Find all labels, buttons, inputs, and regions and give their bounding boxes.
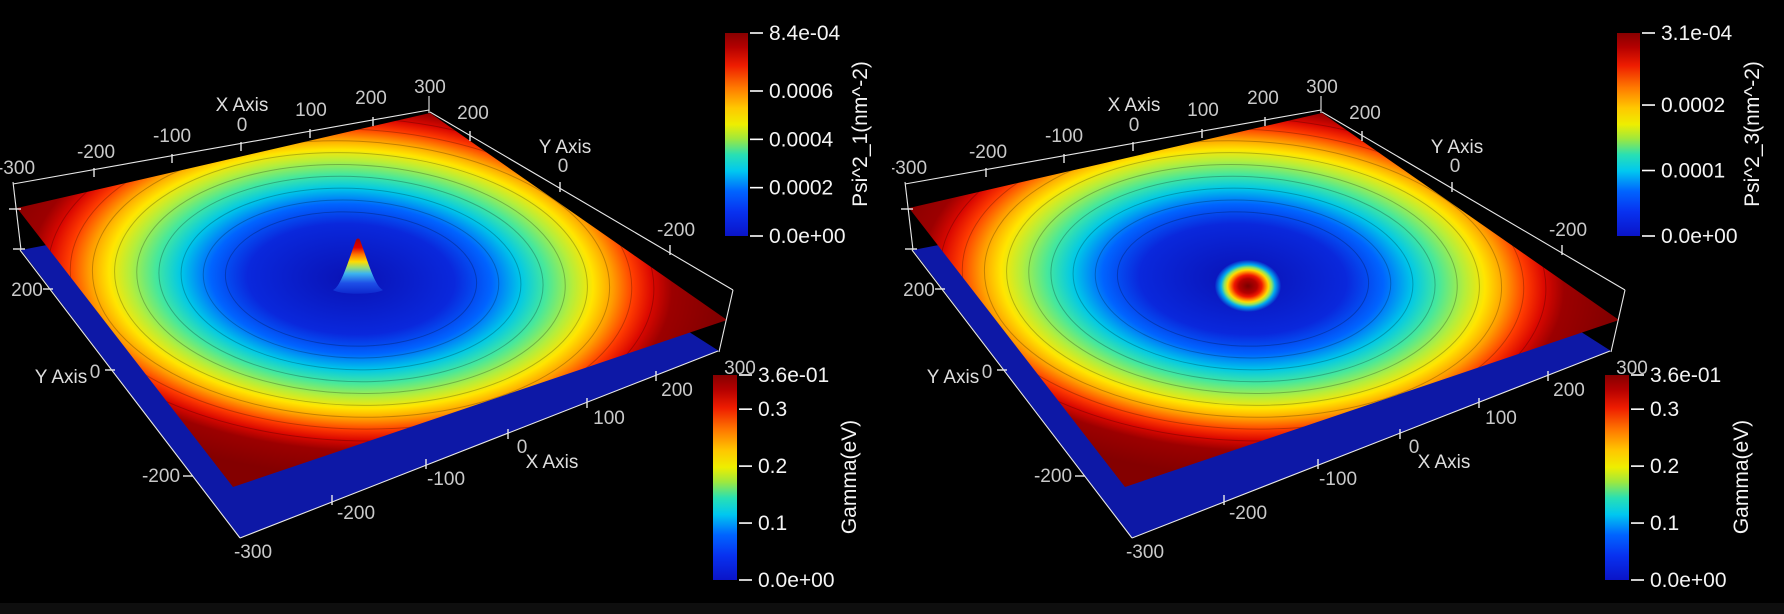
axis-tick-label: 0 bbox=[90, 362, 101, 383]
axis-tick-label: -200 bbox=[337, 503, 375, 524]
axis-tick-label: 200 bbox=[1553, 380, 1585, 401]
center-peak bbox=[333, 238, 383, 294]
axis-tick-label: -200 bbox=[77, 142, 115, 163]
window-edge bbox=[0, 603, 1784, 614]
colorbar-psi-title: Psi^2_1(nm^-2) bbox=[849, 61, 872, 207]
axis-tick-label: -100 bbox=[427, 469, 465, 490]
colorbar-gamma-ticks: 3.6e-01 0.3 0.2 0.1 0.0e+00 bbox=[1631, 364, 1727, 592]
axis-tick-label: 0 bbox=[1129, 115, 1140, 136]
colorbar-gamma-gradient[interactable] bbox=[713, 375, 737, 580]
colorbar-tick-label: 0.0e+00 bbox=[758, 569, 835, 592]
x-axis-title-top: X Axis bbox=[1108, 95, 1161, 116]
axis-tick-label: 200 bbox=[355, 88, 387, 109]
axis-tick-label: 300 bbox=[414, 77, 446, 98]
colorbar-psi-gradient[interactable] bbox=[1617, 33, 1640, 236]
colorbar-gamma-title: Gamma(eV) bbox=[838, 420, 861, 534]
axis-tick-label: 100 bbox=[1187, 100, 1219, 121]
axis-tick-label: -100 bbox=[153, 126, 191, 147]
colorbar-psi-title: Psi^2_3(nm^-2) bbox=[1741, 61, 1764, 207]
axis-tick-label: -100 bbox=[1319, 469, 1357, 490]
axis-tick-label: -200 bbox=[969, 142, 1007, 163]
axis-tick-label: 0 bbox=[237, 115, 248, 136]
axis-tick-label: 0 bbox=[517, 437, 528, 458]
axis-tick-label: -200 bbox=[142, 466, 180, 487]
y-axis-title-right: Y Axis bbox=[1431, 137, 1483, 158]
colorbar-tick-label: 0.0e+00 bbox=[1661, 225, 1738, 248]
colorbar-tick-label: 0.0006 bbox=[769, 80, 833, 103]
render-viewport[interactable]: -300 -200 -100 0 100 200 300 X Axis 200 … bbox=[0, 0, 892, 614]
y-axis-title-left: Y Axis bbox=[35, 367, 87, 388]
axis-tick-label: -100 bbox=[1045, 126, 1083, 147]
colorbar-tick-label: 0.2 bbox=[758, 455, 787, 478]
colorbar-tick-label: 0.0004 bbox=[769, 128, 834, 151]
axis-tick-label: 200 bbox=[11, 280, 43, 301]
axis-tick-label: 0 bbox=[982, 362, 993, 383]
colorbar-tick-label: 3.1e-04 bbox=[1661, 22, 1733, 45]
axis-tick-label: 200 bbox=[457, 103, 489, 124]
contour-lines bbox=[892, 74, 1616, 485]
cube-axes: -300 -200 -100 0 100 200 300 X Axis 200 … bbox=[892, 77, 1648, 563]
colorbar-gamma-gradient[interactable] bbox=[1605, 375, 1629, 580]
axis-tick-label: -200 bbox=[1229, 503, 1267, 524]
axis-tick-label: -300 bbox=[892, 158, 927, 179]
right-render-view[interactable]: -300 -200 -100 0 100 200 300 X Axis 200 … bbox=[892, 0, 1784, 614]
colorbar-tick-label: 0.0002 bbox=[769, 177, 833, 200]
axis-tick-label: -300 bbox=[234, 542, 272, 563]
left-render-view[interactable]: -300 -200 -100 0 100 200 300 X Axis 200 … bbox=[0, 0, 892, 614]
axis-tick-label: -300 bbox=[1126, 542, 1164, 563]
scene bbox=[892, 74, 1619, 538]
colorbar-psi[interactable]: 8.4e-04 0.0006 0.0004 0.0002 0.0e+00 Psi^2_1… bbox=[725, 22, 872, 248]
colorbar-gamma-ticks: 3.6e-01 0.3 0.2 0.1 0.0e+00 bbox=[739, 364, 835, 592]
colorbar-gamma[interactable]: 3.6e-01 0.3 0.2 0.1 0.0e+00 Gamma(eV) bbox=[713, 364, 861, 592]
axis-tick-label: 100 bbox=[593, 408, 625, 429]
colorbar-psi-ticks: 8.4e-04 0.0006 0.0004 0.0002 0.0e+00 bbox=[750, 22, 846, 248]
axis-tick-label: -200 bbox=[1034, 466, 1072, 487]
x-axis-title-bottom: X Axis bbox=[526, 452, 579, 473]
colorbar-psi[interactable]: 3.1e-04 0.0002 0.0001 0.0e+00 Psi^2_3(nm^-2… bbox=[1617, 22, 1764, 248]
axis-tick-label: -200 bbox=[1549, 220, 1587, 241]
colorbar-tick-label: 0.0001 bbox=[1661, 160, 1725, 183]
colorbar-tick-label: 0.0e+00 bbox=[1650, 569, 1727, 592]
axis-tick-label: 0 bbox=[1409, 437, 1420, 458]
center-ring bbox=[1215, 260, 1281, 312]
axis-tick-label: -200 bbox=[657, 220, 695, 241]
cube-axes: -300 -200 -100 0 100 200 300 X Axis 200 … bbox=[0, 77, 756, 563]
axis-tick-label: 0 bbox=[558, 156, 569, 177]
colorbar-tick-label: 0.0002 bbox=[1661, 94, 1725, 117]
axis-tick-label: -300 bbox=[0, 158, 35, 179]
scene bbox=[0, 74, 727, 538]
axis-tick-label: 200 bbox=[1247, 88, 1279, 109]
axis-tick-label: 300 bbox=[724, 358, 756, 379]
colorbar-gamma-title: Gamma(eV) bbox=[1730, 420, 1753, 534]
colorbar-tick-label: 0.3 bbox=[758, 398, 787, 421]
colorbar-tick-label: 0.3 bbox=[1650, 398, 1679, 421]
render-viewport[interactable]: -300 -200 -100 0 100 200 300 X Axis 200 … bbox=[892, 0, 1784, 614]
colorbar-psi-gradient[interactable] bbox=[725, 33, 748, 236]
colorbar-tick-label: 0.1 bbox=[1650, 512, 1679, 535]
colorbar-tick-label: 0.1 bbox=[758, 512, 787, 535]
x-axis-title-bottom: X Axis bbox=[1418, 452, 1471, 473]
y-axis-title-right: Y Axis bbox=[539, 137, 591, 158]
x-axis-title-top: X Axis bbox=[216, 95, 269, 116]
contour-lines bbox=[0, 74, 724, 485]
axis-tick-label: 0 bbox=[1450, 156, 1461, 177]
axis-tick-label: 100 bbox=[295, 100, 327, 121]
axis-tick-label: 300 bbox=[1306, 77, 1338, 98]
colorbar-gamma[interactable]: 3.6e-01 0.3 0.2 0.1 0.0e+00 Gamma(eV) bbox=[1605, 364, 1753, 592]
psi-surface bbox=[17, 113, 727, 487]
axis-tick-label: 300 bbox=[1616, 358, 1648, 379]
colorbar-tick-label: 0.0e+00 bbox=[769, 225, 846, 248]
axis-tick-label: 200 bbox=[903, 280, 935, 301]
colorbar-tick-label: 3.6e-01 bbox=[1650, 364, 1721, 387]
colorbar-psi-ticks: 3.1e-04 0.0002 0.0001 0.0e+00 bbox=[1642, 22, 1738, 248]
axis-tick-label: 200 bbox=[1349, 103, 1381, 124]
y-axis-title-left: Y Axis bbox=[927, 367, 979, 388]
colorbar-tick-label: 8.4e-04 bbox=[769, 22, 841, 45]
colorbar-tick-label: 3.6e-01 bbox=[758, 364, 829, 387]
axis-tick-label: 200 bbox=[661, 380, 693, 401]
axis-tick-label: 100 bbox=[1485, 408, 1517, 429]
colorbar-tick-label: 0.2 bbox=[1650, 455, 1679, 478]
